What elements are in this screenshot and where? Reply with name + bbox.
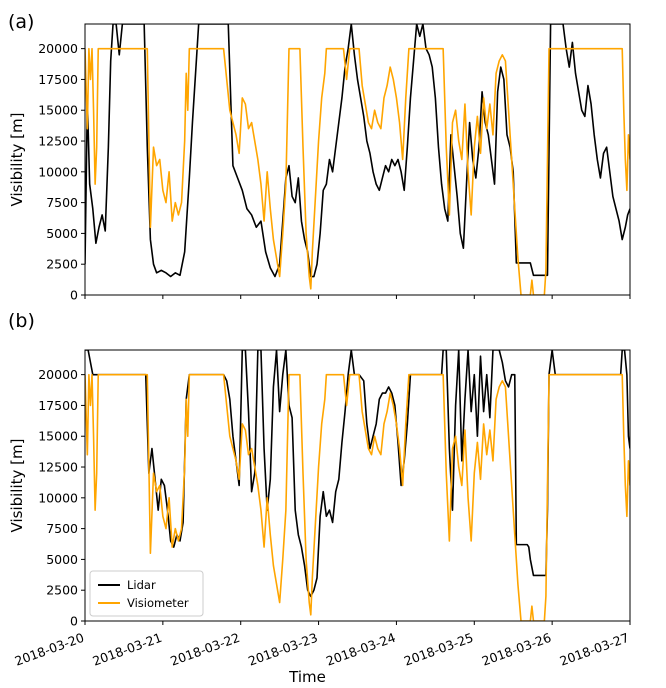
y-tick-label: 17500: [38, 398, 78, 413]
panel-label: (a): [8, 11, 34, 33]
y-tick-label: 20000: [38, 41, 78, 56]
series-line-lidar: [85, 24, 630, 278]
series-line-visiometer: [85, 47, 630, 295]
y-tick-label: 12500: [38, 134, 78, 149]
y-tick-label: 0: [70, 614, 78, 629]
legend-label-lidar: Lidar: [127, 578, 156, 592]
y-tick-label: 7500: [46, 521, 78, 536]
series-line-visiometer: [85, 373, 630, 621]
x-tick-label: 2018-03-24: [324, 630, 397, 669]
y-tick-label: 15000: [38, 103, 78, 118]
x-tick-label: 2018-03-22: [168, 630, 241, 669]
x-tick-label: 2018-03-20: [13, 630, 86, 669]
y-tick-label: 2500: [46, 583, 78, 598]
y-tick-label: 10000: [38, 164, 78, 179]
y-tick-label: 0: [70, 288, 78, 303]
y-tick-label: 17500: [38, 72, 78, 87]
y-axis-label: Visibility [m]: [8, 113, 26, 207]
legend-label-visiometer: Visiometer: [127, 596, 189, 610]
x-tick-label: 2018-03-27: [558, 630, 631, 669]
y-tick-label: 20000: [38, 367, 78, 382]
panel-b: 0 2500 5000 7500 10000 12500 15000 17500 20000 20…: [8, 310, 631, 686]
y-tick-label: 15000: [38, 429, 78, 444]
y-tick-label: 10000: [38, 490, 78, 505]
plot-frame: [84, 349, 631, 622]
y-tick-label: 12500: [38, 460, 78, 475]
panel-label: (b): [8, 310, 35, 332]
x-axis-label: Time: [288, 668, 326, 686]
y-axis-label: Visibility [m]: [8, 439, 26, 533]
y-tick-label: 5000: [46, 226, 78, 241]
x-tick-label: 2018-03-23: [246, 630, 319, 669]
legend-box: [89, 570, 204, 617]
y-tick-label: 2500: [46, 257, 78, 272]
x-tick-label: 2018-03-26: [480, 630, 553, 669]
y-tick-label: 5000: [46, 552, 78, 567]
y-tick-label: 7500: [46, 195, 78, 210]
x-tick-label: 2018-03-21: [90, 630, 163, 669]
x-tick-label: 2018-03-25: [402, 630, 475, 669]
plot-frame: [84, 23, 631, 296]
panel-a: 0 2500 5000 7500 10000 12500 15000 17500 20000 Vi…: [8, 11, 631, 303]
